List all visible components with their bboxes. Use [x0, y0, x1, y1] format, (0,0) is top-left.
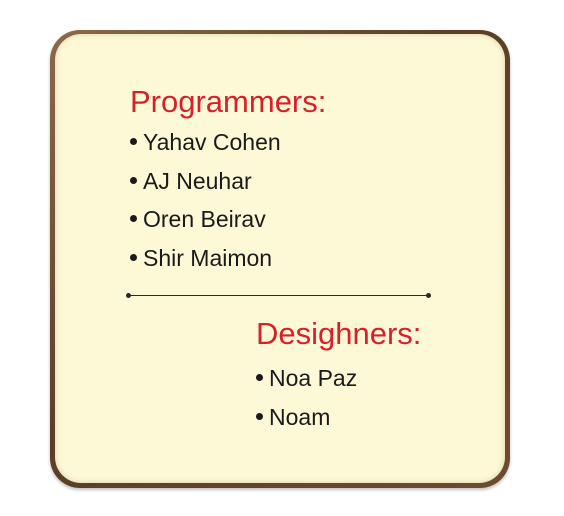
list-item: AJ Neuhar [130, 162, 281, 201]
bullet-icon [130, 176, 137, 184]
programmer-name: Yahav Cohen [143, 129, 281, 155]
section-divider [126, 293, 431, 298]
list-item: Yahav Cohen [130, 123, 281, 162]
programmers-list: Yahav Cohen AJ Neuhar Oren Beirav Shir M… [130, 123, 281, 277]
bullet-icon [130, 138, 137, 146]
list-item: Oren Beirav [130, 200, 281, 239]
programmer-name: Shir Maimon [143, 244, 273, 271]
designers-heading: Desighners: [256, 316, 422, 351]
designer-name: Noa Paz [269, 365, 358, 391]
bullet-icon [130, 215, 137, 223]
credits-card-frame [50, 30, 510, 488]
designer-name: Noam [269, 403, 331, 430]
designers-list: Noa Paz Noam [256, 359, 357, 436]
bullet-icon [130, 253, 137, 261]
bullet-icon [256, 412, 263, 420]
programmer-name: Oren Beirav [143, 206, 266, 232]
programmer-name: AJ Neuhar [143, 167, 252, 194]
list-item: Shir Maimon [130, 239, 281, 278]
programmers-heading: Programmers: [130, 84, 327, 119]
bullet-icon [256, 374, 263, 382]
list-item: Noam [256, 398, 357, 437]
list-item: Noa Paz [256, 359, 357, 398]
